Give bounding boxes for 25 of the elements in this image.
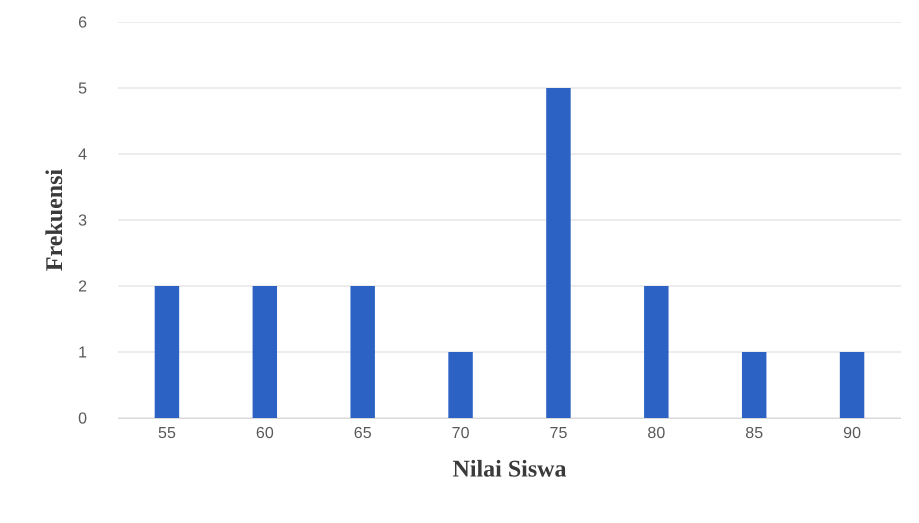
bar [252, 286, 278, 418]
bar [742, 352, 766, 418]
x-tick-label: 60 [256, 425, 274, 442]
x-tick-label: 55 [158, 425, 176, 442]
y-axis-title: Frekuensi [42, 168, 68, 272]
bar [546, 88, 571, 418]
bar [350, 286, 375, 418]
bar [448, 352, 473, 418]
x-axis-title: Nilai Siswa [452, 456, 567, 482]
x-tick-label: 75 [550, 425, 568, 442]
y-tick-label: 5 [78, 80, 88, 98]
y-tick-label: 6 [78, 14, 88, 32]
bar [154, 286, 180, 418]
y-tick-label: 4 [78, 146, 88, 164]
y-tick-label: 0 [78, 410, 88, 428]
x-tick-label: 80 [647, 425, 666, 442]
bar [644, 286, 669, 418]
x-tick-label: 90 [843, 425, 862, 442]
y-tick-label: 1 [78, 344, 88, 362]
bar [840, 352, 864, 418]
y-tick-label: 3 [78, 212, 88, 230]
y-tick-label: 2 [78, 278, 88, 296]
x-tick-label: 65 [354, 425, 372, 442]
x-tick-label: 85 [745, 425, 764, 442]
x-tick-label: 70 [452, 425, 470, 442]
